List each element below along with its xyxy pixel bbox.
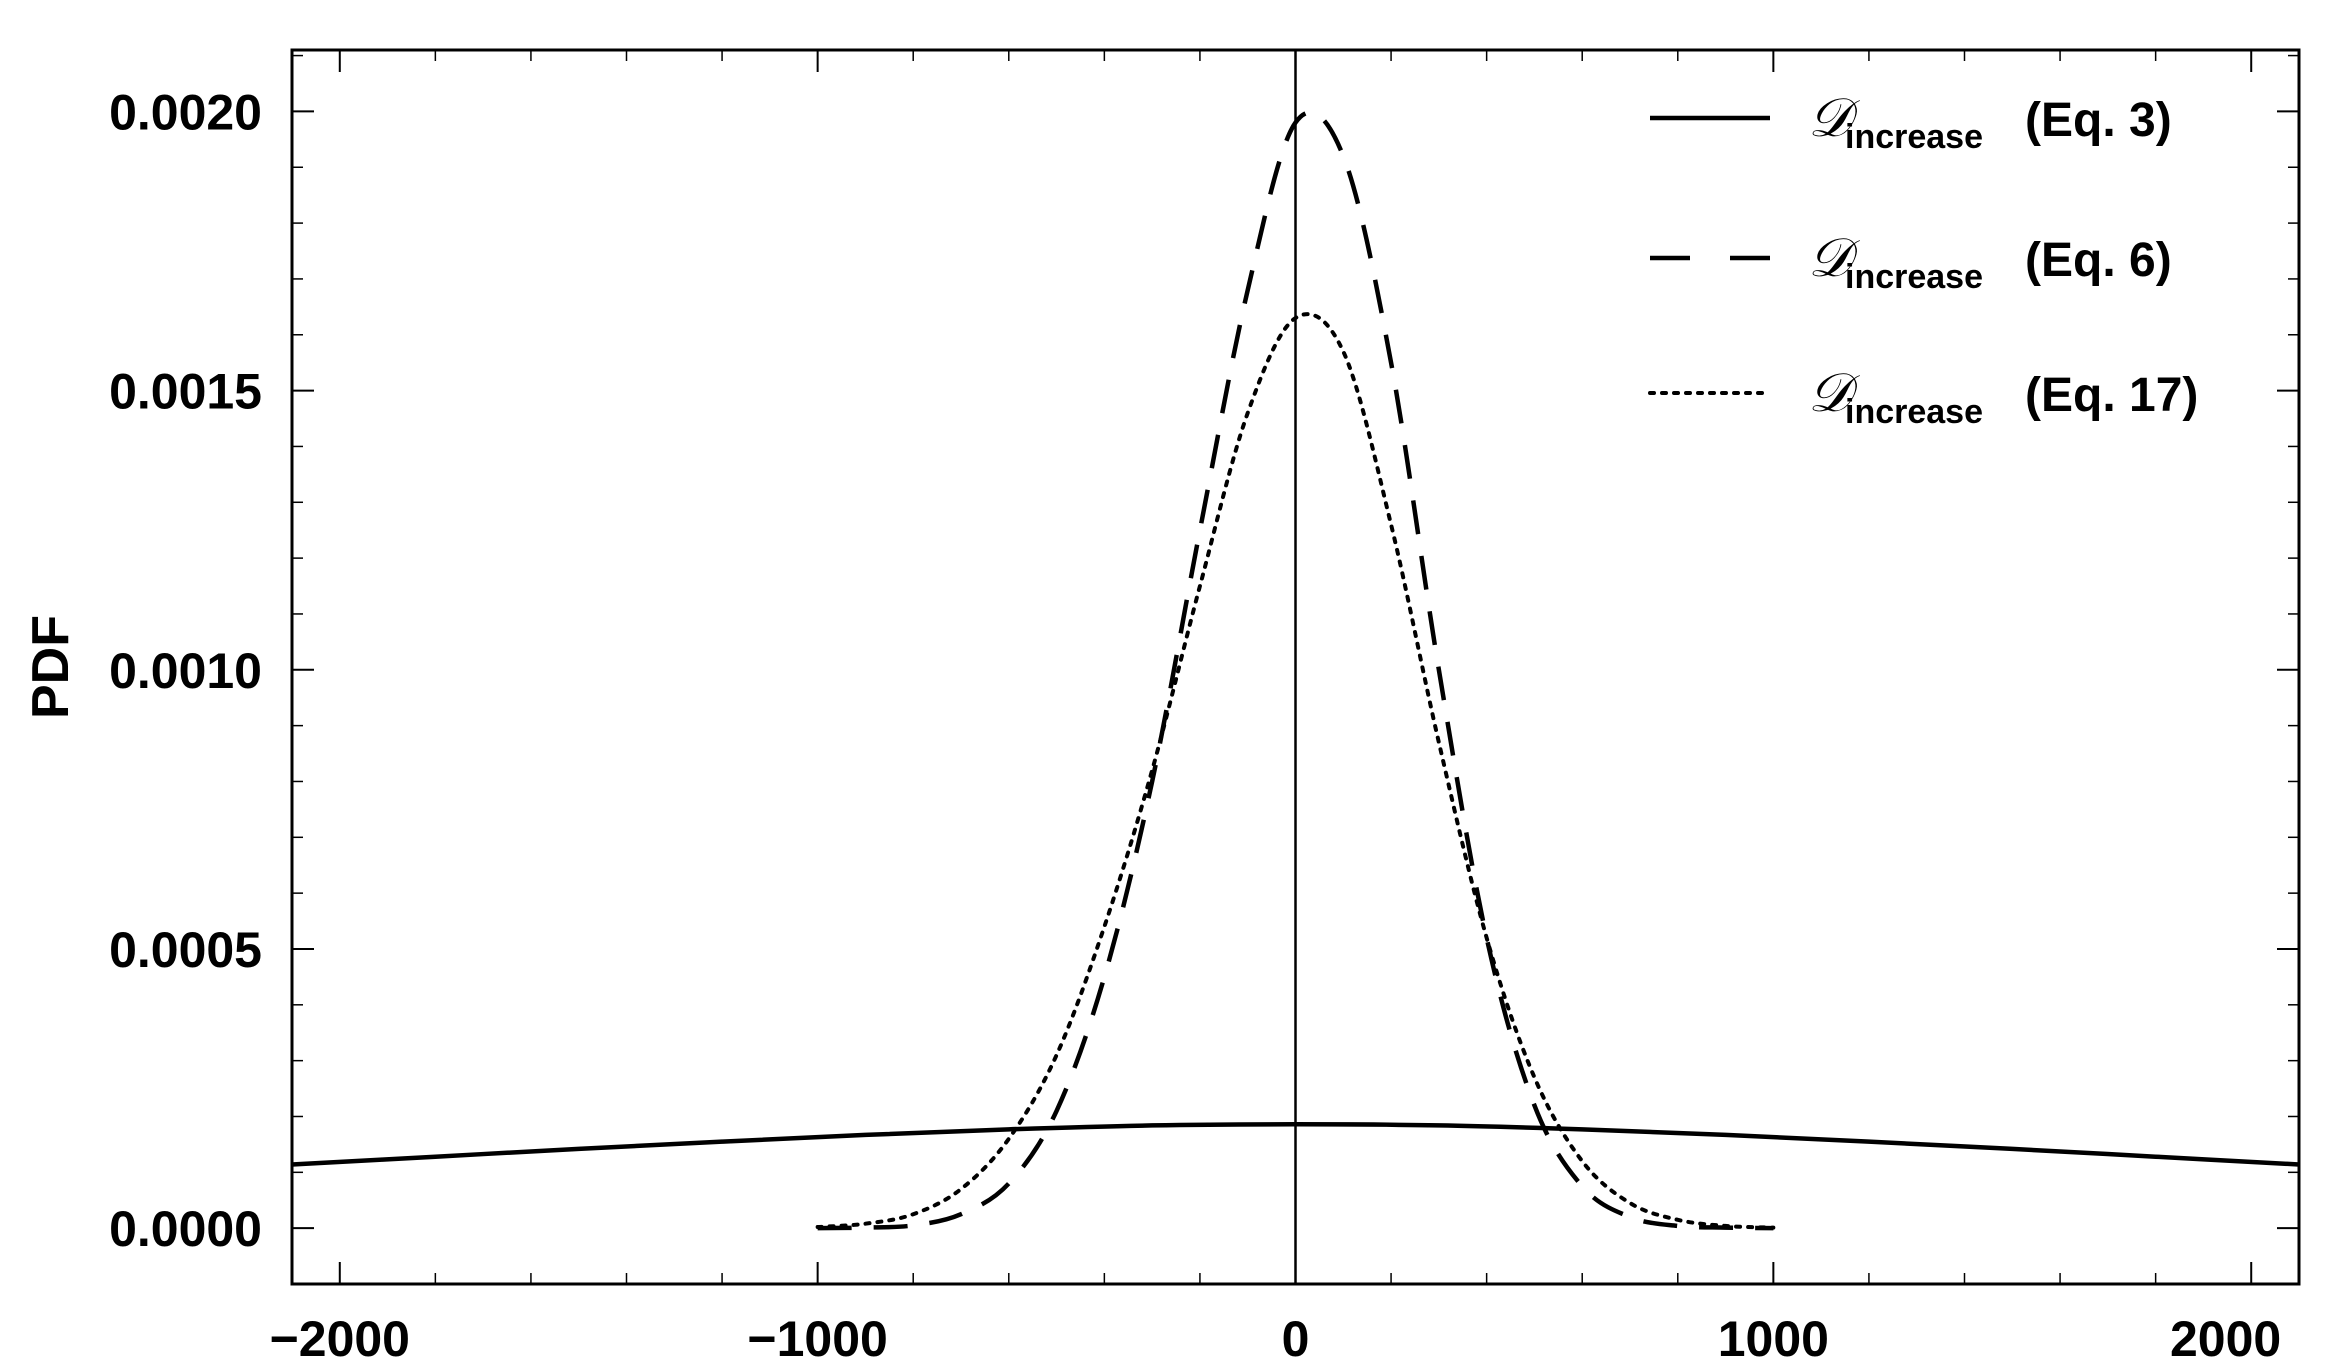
x-ticks: −2000 −1000 0 1000 2000 bbox=[270, 50, 2281, 1367]
x-tick-label: −1000 bbox=[747, 1311, 887, 1367]
x-tick-label: 0 bbox=[1282, 1311, 1310, 1367]
series-line-dashed bbox=[817, 110, 1774, 1231]
y-tick-label: 0.0015 bbox=[109, 364, 262, 420]
x-tick-label: −2000 bbox=[270, 1311, 410, 1367]
x-tick-label: 1000 bbox=[1718, 1311, 1829, 1367]
legend-label: (Eq. 17) bbox=[2025, 369, 2198, 422]
y-tick-label: 0.0000 bbox=[109, 1201, 262, 1257]
series-line-dotted bbox=[815, 312, 1776, 1230]
y-ticks: 0.0000 0.0005 0.0010 0.0015 0.0020 bbox=[109, 54, 2299, 1285]
series-layer bbox=[291, 110, 2300, 1231]
legend-subscript: increase bbox=[1845, 258, 1983, 296]
legend-label: (Eq. 3) bbox=[2025, 94, 2172, 147]
legend-subscript: increase bbox=[1845, 393, 1983, 431]
legend-label: (Eq. 6) bbox=[2025, 234, 2172, 287]
series-line-solid bbox=[291, 1122, 2300, 1167]
y-axis-title: PDF bbox=[22, 615, 80, 719]
y-tick-label: 0.0020 bbox=[109, 84, 262, 140]
y-tick-label: 0.0005 bbox=[109, 922, 262, 978]
legend-subscript: increase bbox=[1845, 118, 1983, 156]
x-tick-label: 2000 bbox=[2170, 1311, 2281, 1367]
y-tick-label: 0.0010 bbox=[109, 643, 262, 699]
